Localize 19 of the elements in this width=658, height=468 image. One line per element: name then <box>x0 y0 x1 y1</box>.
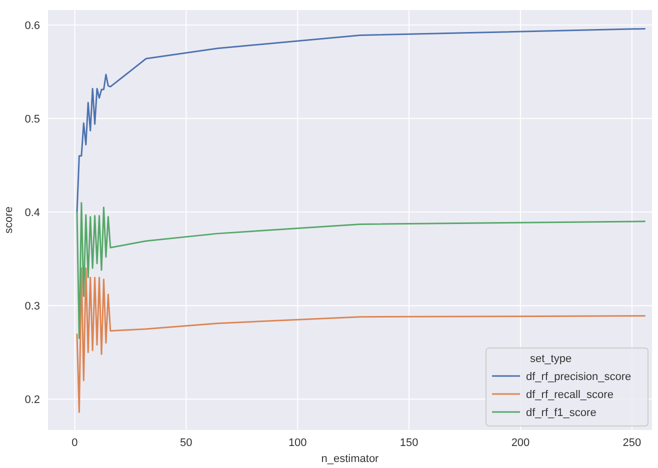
x-axis-title: n_estimator <box>321 453 380 465</box>
x-tick-label: 50 <box>180 437 192 449</box>
y-tick-label: 0.4 <box>24 206 40 219</box>
line-series <box>76 202 646 340</box>
y-tick-label: 0.2 <box>24 394 40 406</box>
x-tick-label: 200 <box>511 437 530 449</box>
x-tick-label: 0 <box>72 437 78 449</box>
y-tick-label: 0.3 <box>24 300 40 312</box>
legend-label: df_rf_f1_score <box>526 406 596 419</box>
x-tick-label: 100 <box>288 437 307 449</box>
x-tick-label: 150 <box>400 437 418 449</box>
legend-label: df_rf_recall_score <box>526 388 614 401</box>
y-tick-label: 0.5 <box>24 113 40 126</box>
legend-title: set_type <box>530 353 572 365</box>
legend-label: df_rf_precision_score <box>526 370 632 383</box>
y-tick-label: 0.6 <box>24 20 40 32</box>
x-tick-label: 250 <box>622 437 642 449</box>
line-series <box>76 28 646 213</box>
y-axis-title: score <box>3 206 15 234</box>
